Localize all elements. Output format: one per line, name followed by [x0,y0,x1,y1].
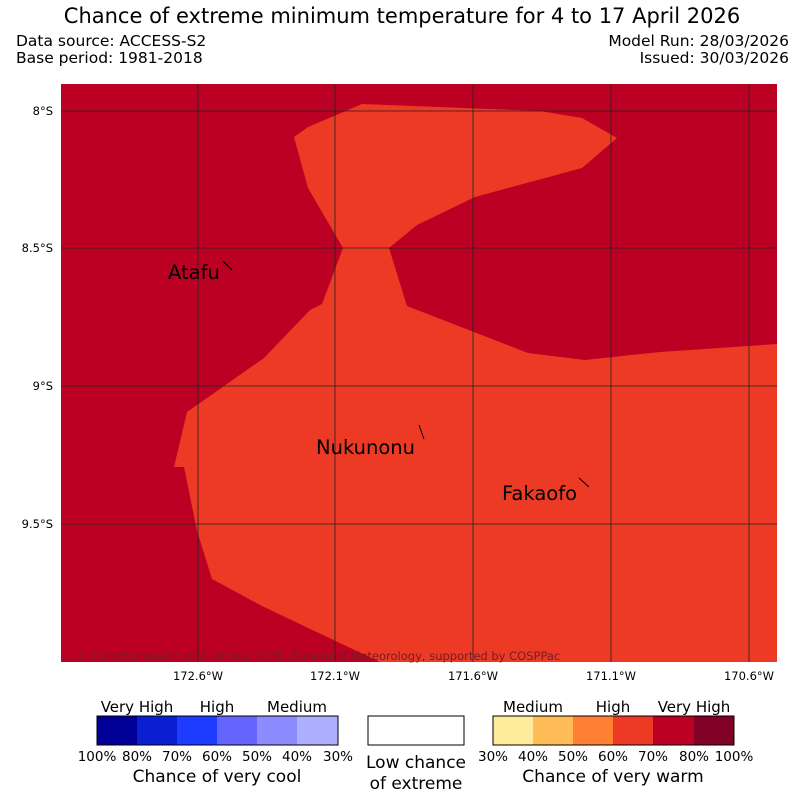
cool-header-very-high: Very High [101,698,174,716]
warm-swatch [533,716,573,745]
cool-swatch [297,716,338,745]
warm-swatch [493,716,533,745]
warm-tick: 60% [598,749,628,765]
lat-label: 8°S [33,104,53,118]
lon-label: 171.1°W [586,669,636,683]
cool-header-medium: Medium [267,698,327,716]
warm-legend-title: Chance of very warm [522,767,703,787]
graticule [61,84,777,662]
neutral-label-line2: of extreme [370,774,463,794]
cool-tick: 100% [78,749,117,765]
warm-swatch [613,716,653,745]
warm-tick: 70% [638,749,668,765]
lat-label: 9.5°S [22,517,53,531]
lon-label: 172.1°W [310,669,360,683]
cool-tick: 40% [282,749,312,765]
legend-warm: Medium High Very High 30% 40% 50% 60% 70… [478,698,753,787]
chart-title: Chance of extreme minimum temperature fo… [63,4,741,28]
warm-colorbar-outline [492,715,735,746]
cool-tick: 30% [323,749,353,765]
legend-cool: Very High High Medium 100% 80% 70% 60% 5… [78,698,353,787]
meta-right: Model Run: 28/03/2026 Issued: 30/03/2026 [608,33,789,67]
lat-label: 9°S [33,379,53,393]
cool-swatch [257,716,297,745]
warm-tick: 50% [558,749,588,765]
atafu-island-mark [222,260,233,271]
region-high [174,104,777,662]
lon-label: 172.6°W [173,669,223,683]
warm-tick: 30% [478,749,508,765]
lat-label: 8.5°S [22,241,53,255]
place-label-fakaofo: Fakaofo [502,482,577,505]
warm-swatch [653,716,694,745]
neutral-label-line1: Low chance [366,753,466,773]
warm-swatch [573,716,613,745]
base-period: Base period: 1981-2018 [16,49,203,67]
island-marks [222,260,590,488]
warm-tick: 80% [679,749,709,765]
cool-tick: 50% [242,749,272,765]
data-source: Data source: ACCESS-S2 [16,32,207,50]
copyright-notice: © Commonwealth of Australia 2026, Bureau… [76,649,560,663]
cool-tick: 70% [162,749,192,765]
warm-header-high: High [596,698,630,716]
warm-tick: 40% [518,749,548,765]
cool-swatch [137,716,177,745]
legend-neutral: Low chance of extreme [366,715,466,794]
lon-label: 171.6°W [448,669,498,683]
lon-label: 170.6°W [724,669,774,683]
model-run: Model Run: 28/03/2026 [608,32,789,50]
issued-date: Issued: 30/03/2026 [639,49,789,67]
warm-header-medium: Medium [503,698,563,716]
cool-legend-title: Chance of very cool [133,767,302,787]
warm-tick: 100% [715,749,754,765]
cool-swatch [97,716,137,745]
cool-swatch [177,716,217,745]
cool-swatch [217,716,257,745]
fakaofo-island-mark [578,477,590,488]
cool-colorbar-outline [96,715,339,746]
cool-tick: 80% [122,749,152,765]
cool-header-high: High [200,698,234,716]
warm-swatch [694,716,734,745]
place-label-atafu: Atafu [168,261,220,284]
warm-header-very-high: Very High [658,698,731,716]
neutral-swatch [367,715,465,746]
place-label-nukunonu: Nukunonu [316,436,415,459]
meta-left: Data source: ACCESS-S2 Base period: 1981… [16,33,206,67]
nukunonu-island-mark [418,424,425,440]
cool-tick: 60% [202,749,232,765]
